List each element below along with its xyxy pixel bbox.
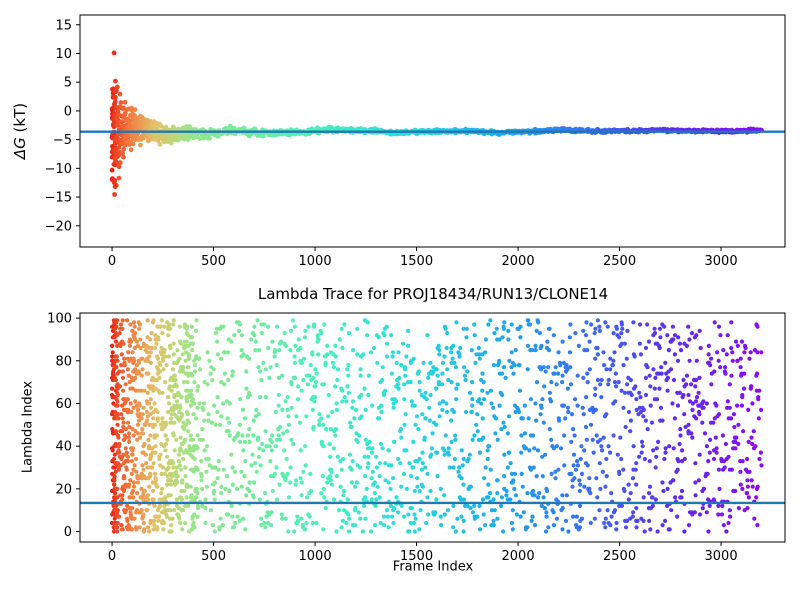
y-tick-label: −5: [53, 133, 72, 148]
y-tick-label: 20: [55, 482, 72, 497]
x-tick-label: 2000: [502, 254, 535, 269]
bottom-chart-title: Lambda Trace for PROJ18434/RUN13/CLONE14: [257, 285, 609, 303]
y-tick-label: 60: [55, 397, 72, 412]
top-axes-frame: [79, 14, 786, 248]
x-tick-label: 2000: [502, 549, 535, 564]
x-tick-label: 1500: [400, 254, 433, 269]
x-tick-label: 0: [108, 254, 116, 269]
x-tick-label: 3000: [705, 254, 738, 269]
x-tick-label: 3000: [705, 549, 738, 564]
y-tick-label: −15: [45, 191, 72, 206]
y-tick-label: 15: [55, 18, 72, 33]
y-tick-label: 0: [64, 104, 72, 119]
top-ticks: 0 500 1000 1500 2000 2500 3000 15 10 5 0 −5 −10 −15 −2…: [45, 18, 738, 269]
y-tick-label: 5: [64, 76, 72, 91]
bottom-axes-frame: [79, 312, 786, 543]
bottom-ticks: 0 500 1000 1500 2000 2500 3000 0 20 40 60 80 100: [47, 312, 737, 564]
bottom-xlabel: Frame Index: [392, 559, 474, 575]
top-ylabel-units: (kT): [11, 102, 29, 138]
top-scatter-points: [109, 50, 764, 197]
bottom-ylabel: Lambda Index: [20, 380, 36, 474]
x-tick-label: 1000: [299, 549, 332, 564]
y-tick-label: −10: [45, 162, 72, 177]
bottom-scatter-points: [110, 318, 764, 534]
y-tick-label: 10: [55, 47, 72, 62]
y-tick-label: 0: [64, 525, 72, 540]
y-tick-label: 80: [55, 354, 72, 369]
x-tick-label: 1000: [299, 254, 332, 269]
x-tick-label: 0: [108, 549, 116, 564]
y-tick-label: −20: [45, 219, 72, 234]
x-tick-label: 1500: [400, 549, 433, 564]
y-tick-label: 40: [55, 440, 72, 455]
x-tick-label: 2500: [603, 549, 636, 564]
top-ylabel-symbol: ΔG: [11, 137, 29, 160]
x-tick-label: 500: [201, 254, 226, 269]
top-ylabel: ΔG (kT): [11, 103, 29, 159]
x-tick-label: 2500: [603, 254, 636, 269]
x-tick-label: 500: [201, 549, 226, 564]
y-tick-label: 100: [47, 312, 72, 327]
